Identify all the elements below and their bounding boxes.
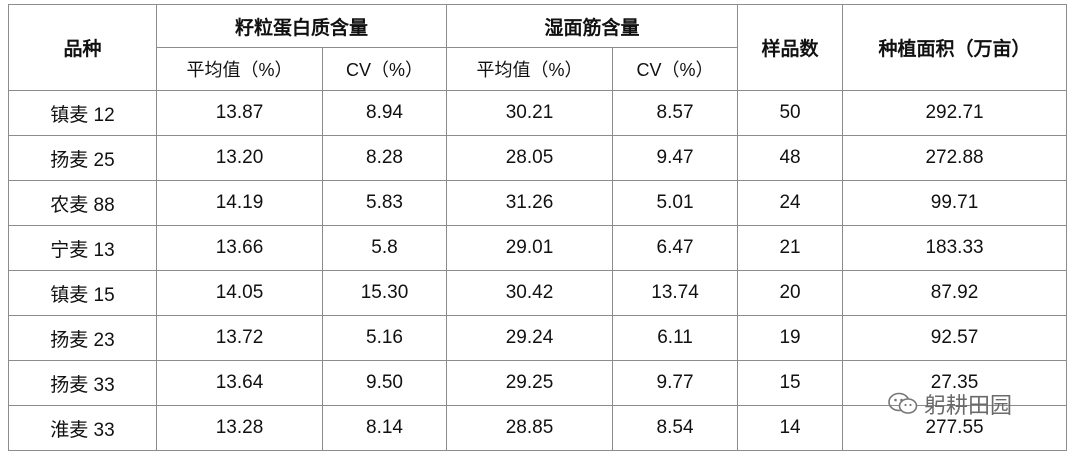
value-cell: 183.33 <box>842 225 1068 271</box>
value-cell: 29.01 <box>446 225 614 271</box>
variety-cell: 扬麦 23 <box>8 315 157 361</box>
header-cell: 平均值（%） <box>156 47 323 91</box>
value-cell: 5.01 <box>612 180 739 226</box>
variety-cell: 扬麦 33 <box>8 360 157 406</box>
value-cell: 50 <box>737 90 844 136</box>
value-cell: 13.20 <box>156 135 323 181</box>
wechat-icon <box>888 392 918 414</box>
value-cell: 5.16 <box>321 315 448 361</box>
variety-cell: 扬麦 25 <box>8 135 157 181</box>
table-row: 淮麦 33 13.28 8.14 28.85 8.54 14 277.55 <box>8 405 1068 451</box>
value-cell: 9.77 <box>612 360 739 406</box>
value-cell: 13.64 <box>156 360 323 406</box>
header-cell: 籽粒蛋白质含量 <box>155 4 448 48</box>
value-cell: 14 <box>737 405 844 451</box>
value-cell: 5.8 <box>321 225 448 271</box>
header-cell: 湿面筋含量 <box>446 4 739 48</box>
table-row: 扬麦 25 13.20 8.28 28.05 9.47 48 272.88 <box>8 135 1068 181</box>
header-cell: 品种 <box>8 4 157 91</box>
value-cell: 8.94 <box>321 90 448 136</box>
value-cell: 13.66 <box>156 225 323 271</box>
table-row: 扬麦 33 13.64 9.50 29.25 9.77 15 27.35 <box>8 360 1068 406</box>
value-cell: 14.05 <box>156 270 323 316</box>
value-cell: 13.87 <box>156 90 323 136</box>
value-cell: 8.28 <box>321 135 448 181</box>
value-cell: 13.72 <box>156 315 323 361</box>
table-row: 镇麦 15 14.05 15.30 30.42 13.74 20 87.92 <box>8 270 1068 316</box>
watermark-text: 躬耕田园 <box>924 393 1013 418</box>
value-cell: 28.05 <box>446 135 614 181</box>
table-row: 扬麦 23 13.72 5.16 29.24 6.11 19 92.57 <box>8 315 1068 361</box>
table-row: 镇麦 12 13.87 8.94 30.21 8.57 50 292.71 <box>8 90 1068 136</box>
value-cell: 15.30 <box>321 270 448 316</box>
value-cell: 8.14 <box>321 405 448 451</box>
value-cell: 92.57 <box>842 315 1068 361</box>
value-cell: 87.92 <box>842 270 1068 316</box>
value-cell: 30.42 <box>446 270 614 316</box>
table-row: 农麦 88 14.19 5.83 31.26 5.01 24 99.71 <box>8 180 1068 226</box>
data-table: 品种 籽粒蛋白质含量 湿面筋含量 样品数 种植面积（万亩） 平均值（%） CV（… <box>8 4 1068 451</box>
value-cell: 15 <box>737 360 844 406</box>
value-cell: 8.57 <box>612 90 739 136</box>
header-cell: 种植面积（万亩） <box>842 4 1068 91</box>
variety-cell: 镇麦 12 <box>8 90 157 136</box>
header-cell: CV（%） <box>321 47 448 91</box>
variety-cell: 淮麦 33 <box>8 405 157 451</box>
value-cell: 292.71 <box>842 90 1068 136</box>
table-row: 宁麦 13 13.66 5.8 29.01 6.47 21 183.33 <box>8 225 1068 271</box>
header-cell: CV（%） <box>612 47 739 91</box>
value-cell: 277.55 <box>842 405 1068 451</box>
value-cell: 9.50 <box>321 360 448 406</box>
value-cell: 29.24 <box>446 315 614 361</box>
value-cell: 48 <box>737 135 844 181</box>
value-cell: 13.74 <box>612 270 739 316</box>
value-cell: 5.83 <box>321 180 448 226</box>
variety-cell: 镇麦 15 <box>8 270 157 316</box>
value-cell: 31.26 <box>446 180 614 226</box>
value-cell: 272.88 <box>842 135 1068 181</box>
value-cell: 30.21 <box>446 90 614 136</box>
value-cell: 29.25 <box>446 360 614 406</box>
value-cell: 6.47 <box>612 225 739 271</box>
variety-cell: 农麦 88 <box>8 180 157 226</box>
variety-cell: 宁麦 13 <box>8 225 157 271</box>
value-cell: 99.71 <box>842 180 1068 226</box>
value-cell: 14.19 <box>156 180 323 226</box>
value-cell: 28.85 <box>446 405 614 451</box>
value-cell: 19 <box>737 315 844 361</box>
value-cell: 20 <box>737 270 844 316</box>
value-cell: 13.28 <box>156 405 323 451</box>
value-cell: 8.54 <box>612 405 739 451</box>
value-cell: 24 <box>737 180 844 226</box>
watermark: 躬耕田园 <box>888 388 1012 420</box>
header-cell: 平均值（%） <box>446 47 614 91</box>
value-cell: 9.47 <box>612 135 739 181</box>
value-cell: 21 <box>737 225 844 271</box>
header-cell: 样品数 <box>737 4 844 91</box>
value-cell: 6.11 <box>612 315 739 361</box>
table-body: 镇麦 12 13.87 8.94 30.21 8.57 50 292.71 扬麦 25 13.2… <box>8 90 1068 451</box>
